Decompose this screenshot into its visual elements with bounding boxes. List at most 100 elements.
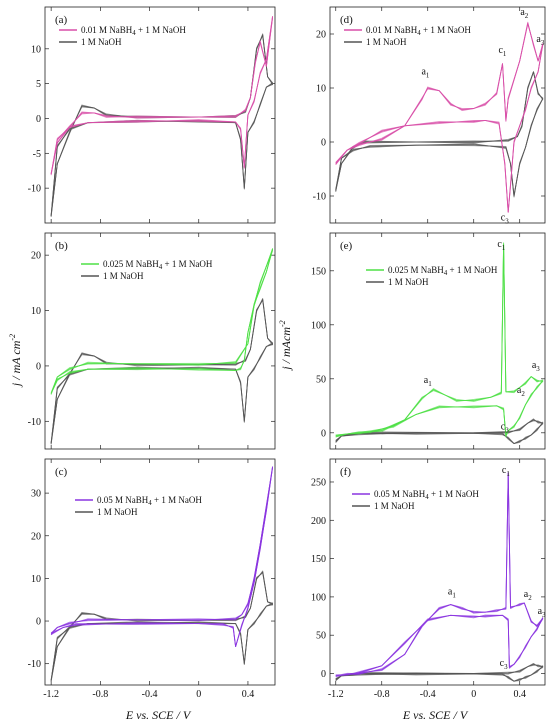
peak-label: c3 (501, 212, 509, 225)
series-line-borohydride-cycle-2 (50, 249, 273, 394)
panel-label: (d) (340, 14, 353, 26)
peak-label: c3 (501, 422, 509, 435)
peak-label: c1 (498, 45, 506, 58)
y-tick-label: 0 (321, 428, 326, 439)
peak-label: c1 (502, 465, 510, 478)
plot-frame (329, 6, 546, 224)
y-tick-label: 20 (31, 531, 41, 542)
peak-label: a1 (424, 375, 432, 388)
peak-label: c1 (497, 239, 505, 252)
series-line-reference-cycle-3 (335, 664, 544, 682)
series-line-borohydride-cycle-3 (50, 16, 273, 175)
y-tick-label: 10 (31, 306, 41, 317)
y-tick-label: 0 (321, 138, 326, 149)
y-tick-label: 200 (311, 516, 326, 527)
series-line-borohydride-cycle-3 (335, 242, 544, 438)
series-line-reference-cycle-3 (335, 420, 544, 445)
peak-label: a2 (524, 589, 532, 602)
y-tick-label: 10 (316, 84, 326, 95)
series-line-reference-cycle-2 (50, 299, 273, 444)
peak-label: a3 (538, 606, 546, 619)
series-line-borohydride-cycle-2 (335, 472, 544, 677)
series-line-borohydride-cycle-2 (335, 22, 544, 213)
y-tick-label: 100 (311, 320, 326, 331)
x-tick-label: -0.4 (142, 689, 158, 700)
x-tick-label: -1.2 (43, 689, 59, 700)
peak-label: a3 (536, 34, 544, 47)
legend-entry: 0.01 M NaBH4 + 1 M NaOH (366, 25, 471, 37)
peak-label: a3 (532, 360, 540, 373)
legend-entry: 0.025 M NaBH4 + 1 M NaOH (388, 265, 498, 277)
y-tick-label: 0 (36, 617, 41, 628)
x-axis-title-right: E vs. SCE / V (402, 708, 469, 722)
series-line-reference-cycle-1 (50, 299, 273, 445)
y-tick-label: 0 (36, 361, 41, 372)
panel-label: (c) (55, 466, 68, 478)
x-tick-label: -1.2 (328, 689, 344, 700)
y-tick-label: 250 (311, 477, 326, 488)
series-line-reference-cycle-1 (50, 572, 273, 682)
peak-label: a2 (520, 7, 528, 20)
series-line-reference-cycle-2 (50, 571, 273, 681)
legend-entry: 0.01 M NaBH4 + 1 M NaOH (81, 25, 186, 37)
y-tick-label: 0 (321, 669, 326, 680)
x-tick-label: -0.8 (92, 689, 108, 700)
series-line-reference-cycle-3 (335, 71, 544, 196)
panel-label: (a) (55, 14, 68, 26)
y-tick-label: -10 (313, 192, 326, 203)
series-line-borohydride-cycle-3 (50, 248, 273, 394)
y-axis-title-right: j / mAcm-2 (278, 320, 293, 371)
y-tick-label: 50 (316, 631, 326, 642)
legend-entry: 0.025 M NaBH4 + 1 M NaOH (103, 259, 213, 271)
legend-entry: 1 M NaOH (388, 277, 429, 287)
legend-entry: 0.05 M NaBH4 + 1 M NaOH (97, 495, 202, 507)
y-tick-label: 100 (311, 592, 326, 603)
series-line-borohydride-cycle-3 (335, 23, 544, 213)
panel-label: (e) (340, 240, 353, 252)
peak-label: a1 (448, 587, 456, 600)
y-tick-label: -5 (33, 149, 41, 160)
series-line-reference-cycle-3 (50, 570, 273, 681)
series-line-borohydride-cycle-1 (335, 21, 544, 213)
peak-label: c3 (500, 658, 508, 671)
y-tick-label: 150 (311, 266, 326, 277)
y-tick-label: 30 (31, 489, 41, 500)
plot-frame (44, 232, 276, 450)
series-line-reference-cycle-3 (50, 298, 273, 444)
series-line-borohydride-cycle-3 (335, 472, 544, 677)
plot-frame (44, 458, 276, 686)
peak-label: a1 (421, 67, 429, 80)
legend-entry: 1 M NaOH (81, 37, 122, 47)
x-tick-label: -0.4 (420, 689, 436, 700)
y-tick-label: 10 (31, 574, 41, 585)
series-line-reference-cycle-3 (50, 33, 273, 217)
x-tick-label: 0.4 (242, 689, 255, 700)
plot-frame (329, 232, 546, 450)
x-tick-label: 0 (471, 689, 476, 700)
y-tick-label: -10 (28, 659, 41, 670)
y-tick-label: 150 (311, 554, 326, 565)
x-axis-title-left: E vs. SCE / V (125, 708, 192, 722)
y-tick-label: 20 (316, 30, 326, 41)
x-tick-label: -0.8 (374, 689, 390, 700)
x-tick-label: 0 (196, 689, 201, 700)
y-tick-label: 10 (31, 44, 41, 55)
y-axis-title-left: j / mA cm-2 (8, 334, 23, 388)
y-tick-label: -10 (28, 184, 41, 195)
legend-entry: 0.05 M NaBH4 + 1 M NaOH (374, 489, 479, 501)
x-tick-label: 0.4 (513, 689, 526, 700)
y-tick-label: 50 (316, 374, 326, 385)
panel-c: -10 0 10 20 30 -1.2 -0.8 -0.4 0 0.4 (c) 0.05 M NaBH… (28, 458, 276, 700)
